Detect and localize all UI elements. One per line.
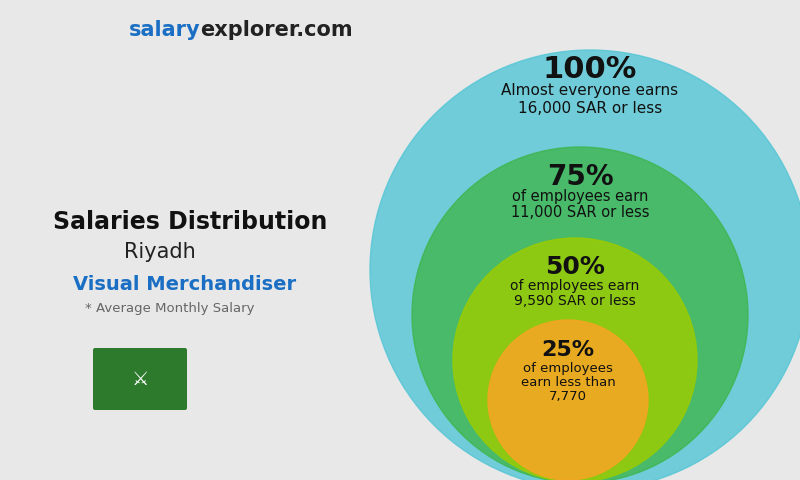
Text: * Average Monthly Salary: * Average Monthly Salary (86, 302, 254, 315)
Text: of employees: of employees (523, 362, 613, 375)
Text: of employees earn: of employees earn (512, 189, 648, 204)
Circle shape (412, 147, 748, 480)
Text: 25%: 25% (542, 340, 594, 360)
Text: Riyadh: Riyadh (124, 242, 196, 262)
Text: 11,000 SAR or less: 11,000 SAR or less (510, 205, 650, 220)
Circle shape (488, 320, 648, 480)
FancyBboxPatch shape (93, 348, 187, 410)
Text: 9,590 SAR or less: 9,590 SAR or less (514, 294, 636, 308)
Text: earn less than: earn less than (521, 376, 615, 389)
Text: Visual Merchandiser: Visual Merchandiser (74, 275, 297, 294)
Text: 16,000 SAR or less: 16,000 SAR or less (518, 101, 662, 116)
Text: of employees earn: of employees earn (510, 279, 640, 293)
Text: Salaries Distribution: Salaries Distribution (53, 210, 327, 234)
Text: explorer.com: explorer.com (200, 20, 353, 40)
Text: 7,770: 7,770 (549, 390, 587, 403)
Text: Almost everyone earns: Almost everyone earns (502, 83, 678, 98)
Text: salary: salary (128, 20, 200, 40)
Circle shape (370, 50, 800, 480)
Circle shape (453, 238, 697, 480)
Text: 75%: 75% (546, 163, 614, 191)
Text: ⚔: ⚔ (131, 370, 149, 388)
Text: 50%: 50% (545, 255, 605, 279)
Text: 100%: 100% (543, 55, 637, 84)
